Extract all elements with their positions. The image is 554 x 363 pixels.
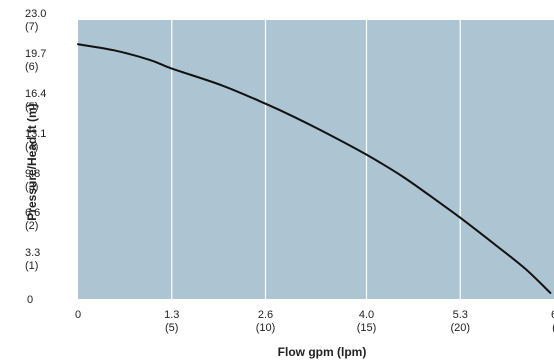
y-tick-sublabel: (6) [25,61,38,73]
y-tick-label: 16.4 [25,88,46,100]
x-tick-label: 1.3 [164,309,179,321]
x-tick-label: 4.0 [359,309,374,321]
y-axis-label: Pressure/Head ft (m) [25,103,39,220]
y-tick-label: 9.8 [25,168,40,180]
y-tick-label: 3.3 [25,247,40,259]
x-tick-label: 2.6 [258,309,273,321]
y-tick-label: 0 [27,294,33,306]
x-tick-sublabel: (20) [450,322,470,334]
x-axis-label: Flow gpm (lpm) [278,345,367,359]
y-tick-label: 19.7 [25,48,46,60]
y-tick-sublabel: (7) [25,21,38,33]
y-tick-sublabel: (2) [25,220,38,232]
x-tick-sublabel: ( [552,322,554,334]
y-tick-sublabel: (1) [25,260,38,272]
series-line [77,43,552,294]
plot-background [78,20,554,299]
x-tick-sublabel: (15) [357,322,377,334]
y-tick-label: 13.1 [25,128,46,140]
x-tick-sublabel: (5) [165,322,178,334]
y-tick-label: 23.0 [25,8,46,20]
grid-lines [171,20,461,299]
x-tick-label: 5.3 [453,309,468,321]
y-tick-sublabel: (3) [25,181,38,193]
x-tick-sublabel: (10) [256,322,276,334]
x-tick-label: 6 [551,309,554,321]
x-tick-label: 0 [75,309,81,321]
y-axis-ticks: 0 3.3(1) 6.6(2) 9.8(3) 13.1(4) 16.4(5) 19.7(6)… [25,8,46,306]
y-tick-label: 6.6 [25,207,40,219]
y-tick-sublabel: (5) [25,101,38,113]
y-tick-sublabel: (4) [25,141,38,153]
x-axis-ticks: 0 1.3(5) 2.6(10) 4.0(15) 5.3(20) 6( [75,309,554,334]
